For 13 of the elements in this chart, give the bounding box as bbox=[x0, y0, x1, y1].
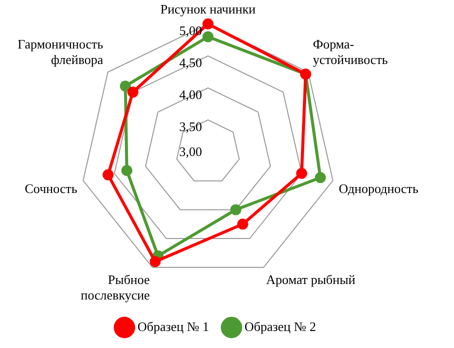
spoke-label: Гармоничность флейвора bbox=[18, 36, 104, 68]
y-tick-label: 4,00 bbox=[179, 86, 202, 102]
legend-label: Образец № 2 bbox=[244, 318, 316, 334]
y-tick-label: 4,50 bbox=[179, 54, 202, 70]
legend-label: Образец № 1 bbox=[137, 318, 210, 334]
spoke-label: Форма- устойчивость bbox=[312, 36, 388, 68]
spoke-label: Однородность bbox=[338, 181, 418, 196]
spoke-label: Рисунок начинки bbox=[160, 2, 256, 17]
spoke-label: Рыбное послевкусие bbox=[80, 272, 150, 303]
y-tick-label: 3,50 bbox=[179, 118, 202, 134]
spoke-label: Сочность bbox=[24, 181, 78, 196]
spoke-label: Аромат рыбный bbox=[266, 272, 356, 288]
y-tick-label: 3,00 bbox=[179, 144, 202, 159]
